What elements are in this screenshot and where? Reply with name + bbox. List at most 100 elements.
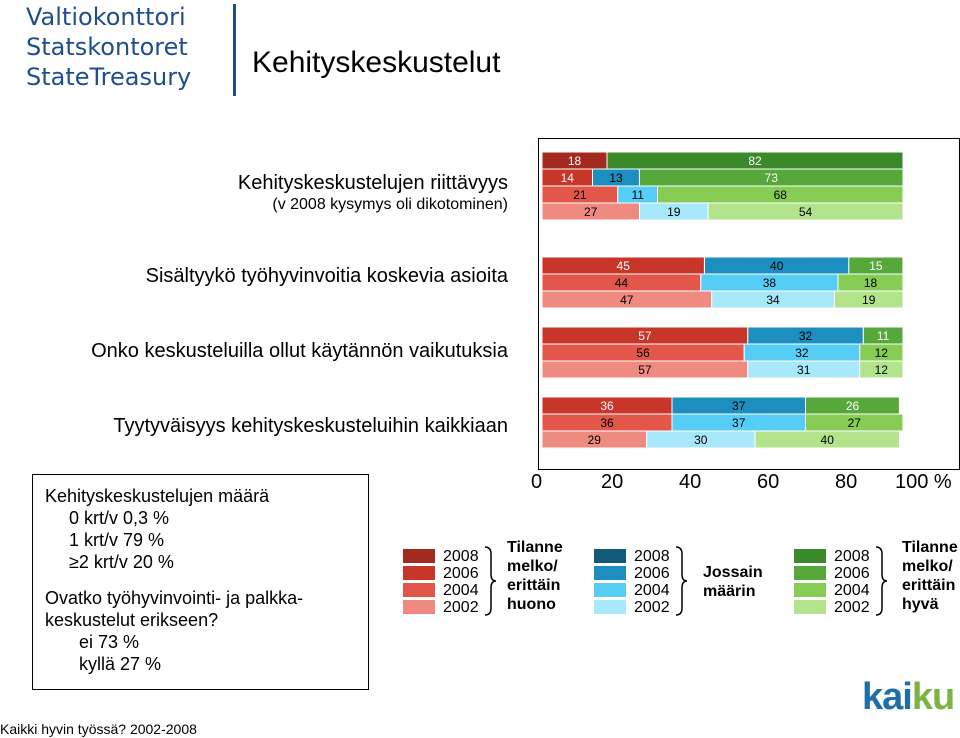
legend-group-name: erittäin — [902, 577, 956, 594]
legend-group-name: huono — [507, 596, 556, 613]
legend-brace — [484, 546, 497, 616]
data-label: 73 — [765, 171, 779, 185]
legend-swatch — [593, 599, 627, 615]
data-label: 19 — [862, 293, 876, 307]
legend-brace — [675, 546, 688, 616]
data-label: 18 — [864, 276, 878, 290]
logo-line-fi: Valtiokonttori — [26, 3, 186, 31]
x-tick-0: 0 — [531, 471, 543, 493]
legend-swatch — [402, 548, 436, 564]
data-label: 31 — [797, 363, 811, 377]
legend-swatch — [793, 599, 827, 615]
data-label: 18 — [568, 154, 582, 168]
question-1-subtitle: (v 2008 kysymys oli dikotominen) — [272, 196, 508, 213]
kaiku-logo-part-b: ku — [911, 676, 955, 718]
bar-segment — [707, 202, 904, 221]
legend-year: 2004 — [834, 582, 870, 599]
legend-year: 2004 — [634, 582, 670, 599]
header-divider — [233, 4, 236, 96]
legend-group-name: hyvä — [902, 596, 939, 613]
data-label: 15 — [869, 259, 883, 273]
data-label: 47 — [620, 293, 634, 307]
data-label: 32 — [799, 329, 813, 343]
x-tick-100: 100 % — [895, 471, 952, 493]
legend-swatch — [793, 565, 827, 581]
bar-segment — [754, 430, 900, 449]
data-label: 27 — [848, 416, 862, 430]
info-item: 1 krt/v 79 % — [69, 530, 165, 550]
data-label: 45 — [617, 259, 631, 273]
logo-line-sv: Statskontoret — [26, 33, 188, 61]
legend-brace — [875, 546, 888, 616]
legend-group-name: Tilanne — [902, 539, 958, 556]
data-label: 57 — [638, 363, 652, 377]
data-label: 38 — [763, 276, 777, 290]
kaiku-logo-part-a: kai — [862, 676, 913, 718]
data-label: 21 — [573, 188, 587, 202]
data-label: 13 — [609, 171, 623, 185]
data-label: 36 — [600, 399, 614, 413]
legend-year: 2008 — [834, 548, 870, 565]
legend-year: 2008 — [634, 548, 670, 565]
data-label: 26 — [846, 399, 860, 413]
question-4-title: Tyytyväisyys kehityskeskusteluihin kaikk… — [113, 415, 508, 437]
legend-year: 2006 — [834, 565, 870, 582]
legend-swatch — [593, 548, 627, 564]
data-label: 57 — [638, 329, 652, 343]
data-label: 19 — [667, 205, 681, 219]
data-label: 36 — [600, 416, 614, 430]
bar-segment — [833, 290, 904, 309]
data-label: 54 — [799, 205, 813, 219]
valtiokonttori-logo: Valtiokonttori Statskontoret StateTreasu… — [26, 2, 191, 92]
data-label: 37 — [732, 399, 746, 413]
stacked-bar-chart: 18 82 14 13 73 21 11 68 27 19 54 45 40 15 44 38 18 47 34 19… — [541, 151, 904, 449]
data-label: 14 — [561, 171, 575, 185]
data-label: 12 — [875, 346, 889, 360]
legend-swatch — [402, 599, 436, 615]
legend-group-name: erittäin — [507, 577, 561, 594]
legend-year: 2002 — [443, 599, 479, 616]
info-box: Kehityskeskustelujen määrä 0 krt/v 0,3 %… — [32, 474, 369, 690]
data-label: 68 — [774, 188, 788, 202]
legend-year: 2006 — [634, 565, 670, 582]
legend-group-name: Jossain — [703, 564, 763, 581]
question-3-title: Onko keskusteluilla ollut käytännön vaik… — [91, 340, 508, 362]
data-label: 12 — [875, 363, 889, 377]
legend-swatch — [793, 548, 827, 564]
x-tick-20: 20 — [601, 471, 624, 493]
kaiku-logo: kaiku — [862, 676, 955, 719]
info-heading-2a: Ovatko työhyvinvointi- ja palkka- — [45, 588, 304, 608]
data-label: 82 — [748, 154, 762, 168]
legend-swatch — [402, 565, 436, 581]
info-item: kyllä 27 % — [79, 654, 162, 674]
data-label: 40 — [821, 433, 835, 447]
page-title: Kehityskeskustelut — [252, 46, 501, 79]
data-label: 30 — [694, 433, 708, 447]
data-label: 29 — [588, 433, 602, 447]
data-label: 27 — [584, 205, 598, 219]
question-2-title: Sisältyykö työhyvinvoitia koskevia asioi… — [145, 265, 508, 287]
bar-segment — [859, 360, 904, 379]
data-label: 11 — [631, 188, 644, 202]
x-tick-60: 60 — [757, 471, 780, 493]
legend-year: 2002 — [634, 599, 670, 616]
legend-group-name: määrin — [703, 583, 756, 600]
data-label: 40 — [770, 259, 784, 273]
legend-year: 2002 — [834, 599, 870, 616]
data-label: 44 — [615, 276, 629, 290]
legend-swatch — [793, 582, 827, 598]
info-item: ei 73 % — [79, 632, 140, 652]
legend-year: 2004 — [443, 582, 479, 599]
legend-group-name: Tilanne — [507, 539, 563, 556]
data-label: 32 — [795, 346, 809, 360]
x-tick-80: 80 — [835, 471, 858, 493]
legend-year: 2006 — [443, 565, 479, 582]
legend-group-name: melko/ — [902, 558, 953, 575]
legend-group-name: melko/ — [507, 558, 558, 575]
legend-swatch — [593, 565, 627, 581]
info-heading-2b: keskustelut erikseen? — [45, 610, 219, 630]
data-label: 37 — [732, 416, 746, 430]
info-item: 0 krt/v 0,3 % — [69, 508, 170, 528]
info-heading: Kehityskeskustelujen määrä — [45, 486, 270, 506]
data-label: 34 — [766, 293, 780, 307]
